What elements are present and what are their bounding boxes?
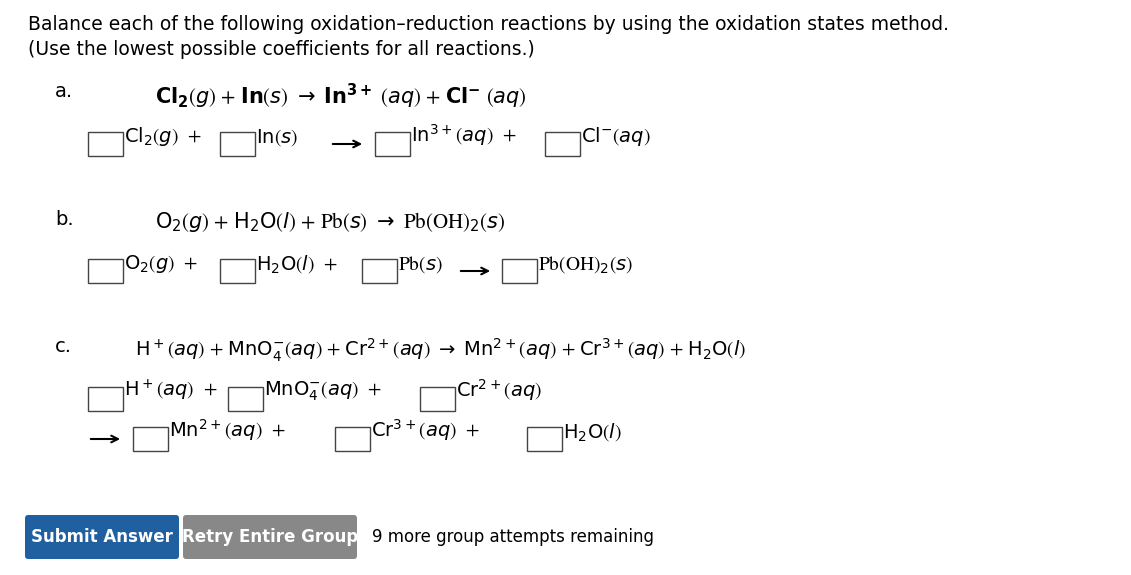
Text: Pb($s$): Pb($s$): [398, 254, 442, 275]
Text: $\mathrm{Cl_2}$($g$)  +: $\mathrm{Cl_2}$($g$) +: [124, 125, 202, 148]
Text: $\mathrm{In^{3+}}$($aq$)  +: $\mathrm{In^{3+}}$($aq$) +: [411, 122, 517, 148]
Bar: [133, 427, 169, 451]
Bar: [335, 427, 370, 451]
Text: Retry Entire Group: Retry Entire Group: [182, 528, 359, 546]
Text: Submit Answer: Submit Answer: [31, 528, 173, 546]
Text: Pb(OH)$_2$($s$): Pb(OH)$_2$($s$): [538, 254, 633, 275]
Text: $\mathrm{O_2}$($g$)  +: $\mathrm{O_2}$($g$) +: [124, 253, 198, 275]
Text: $\mathrm{H^+}$($aq$)  +: $\mathrm{H^+}$($aq$) +: [124, 378, 217, 403]
Bar: [420, 387, 455, 411]
Bar: [221, 132, 254, 156]
Bar: [502, 259, 537, 283]
Bar: [221, 259, 254, 283]
Bar: [88, 387, 123, 411]
Text: $\mathrm{O_2}$($g$) + $\mathrm{H_2O}$($l$) + Pb($s$) $\rightarrow$ Pb(OH)$_2$($s: $\mathrm{O_2}$($g$) + $\mathrm{H_2O}$($l…: [155, 210, 504, 234]
Text: Balance each of the following oxidation–reduction reactions by using the oxidati: Balance each of the following oxidation–…: [28, 15, 949, 34]
Text: $\mathrm{MnO_4^{-}}$($aq$)  +: $\mathrm{MnO_4^{-}}$($aq$) +: [264, 380, 382, 403]
Text: $\mathrm{Mn^{2+}}$($aq$)  +: $\mathrm{Mn^{2+}}$($aq$) +: [169, 417, 286, 443]
Text: $\mathrm{H_2O}$($l$)  +: $\mathrm{H_2O}$($l$) +: [256, 253, 338, 275]
Bar: [362, 259, 397, 283]
Text: (Use the lowest possible coefficients for all reactions.): (Use the lowest possible coefficients fo…: [28, 40, 535, 59]
Text: a.: a.: [55, 82, 74, 101]
FancyBboxPatch shape: [25, 515, 179, 559]
Text: 9 more group attempts remaining: 9 more group attempts remaining: [372, 528, 654, 546]
Text: b.: b.: [55, 210, 74, 229]
Bar: [228, 387, 264, 411]
Text: $\mathrm{H^+}$($aq$) + $\mathrm{MnO_4^{-}}$($aq$) + $\mathrm{Cr^{2+}}$($aq$) $\r: $\mathrm{H^+}$($aq$) + $\mathrm{MnO_4^{-…: [135, 337, 746, 365]
Text: c.: c.: [55, 337, 72, 356]
Bar: [545, 132, 580, 156]
Text: $\mathrm{Cr^{2+}}$($aq$): $\mathrm{Cr^{2+}}$($aq$): [456, 377, 542, 403]
Bar: [88, 132, 123, 156]
Text: $\mathrm{Cr^{3+}}$($aq$)  +: $\mathrm{Cr^{3+}}$($aq$) +: [371, 417, 481, 443]
Text: $\mathrm{H_2O}$($l$): $\mathrm{H_2O}$($l$): [563, 421, 622, 443]
Text: $\mathrm{Cl^{-}}$($aq$): $\mathrm{Cl^{-}}$($aq$): [581, 125, 650, 148]
Bar: [88, 259, 123, 283]
FancyBboxPatch shape: [183, 515, 357, 559]
Text: $\mathrm{In}$($s$): $\mathrm{In}$($s$): [256, 127, 299, 148]
Bar: [527, 427, 562, 451]
Text: $\mathbf{Cl_2}$($\mathit{g}$) + $\mathbf{In}$($\mathit{s}$) $\rightarrow$ $\math: $\mathbf{Cl_2}$($\mathit{g}$) + $\mathbf…: [155, 82, 527, 111]
Bar: [375, 132, 411, 156]
